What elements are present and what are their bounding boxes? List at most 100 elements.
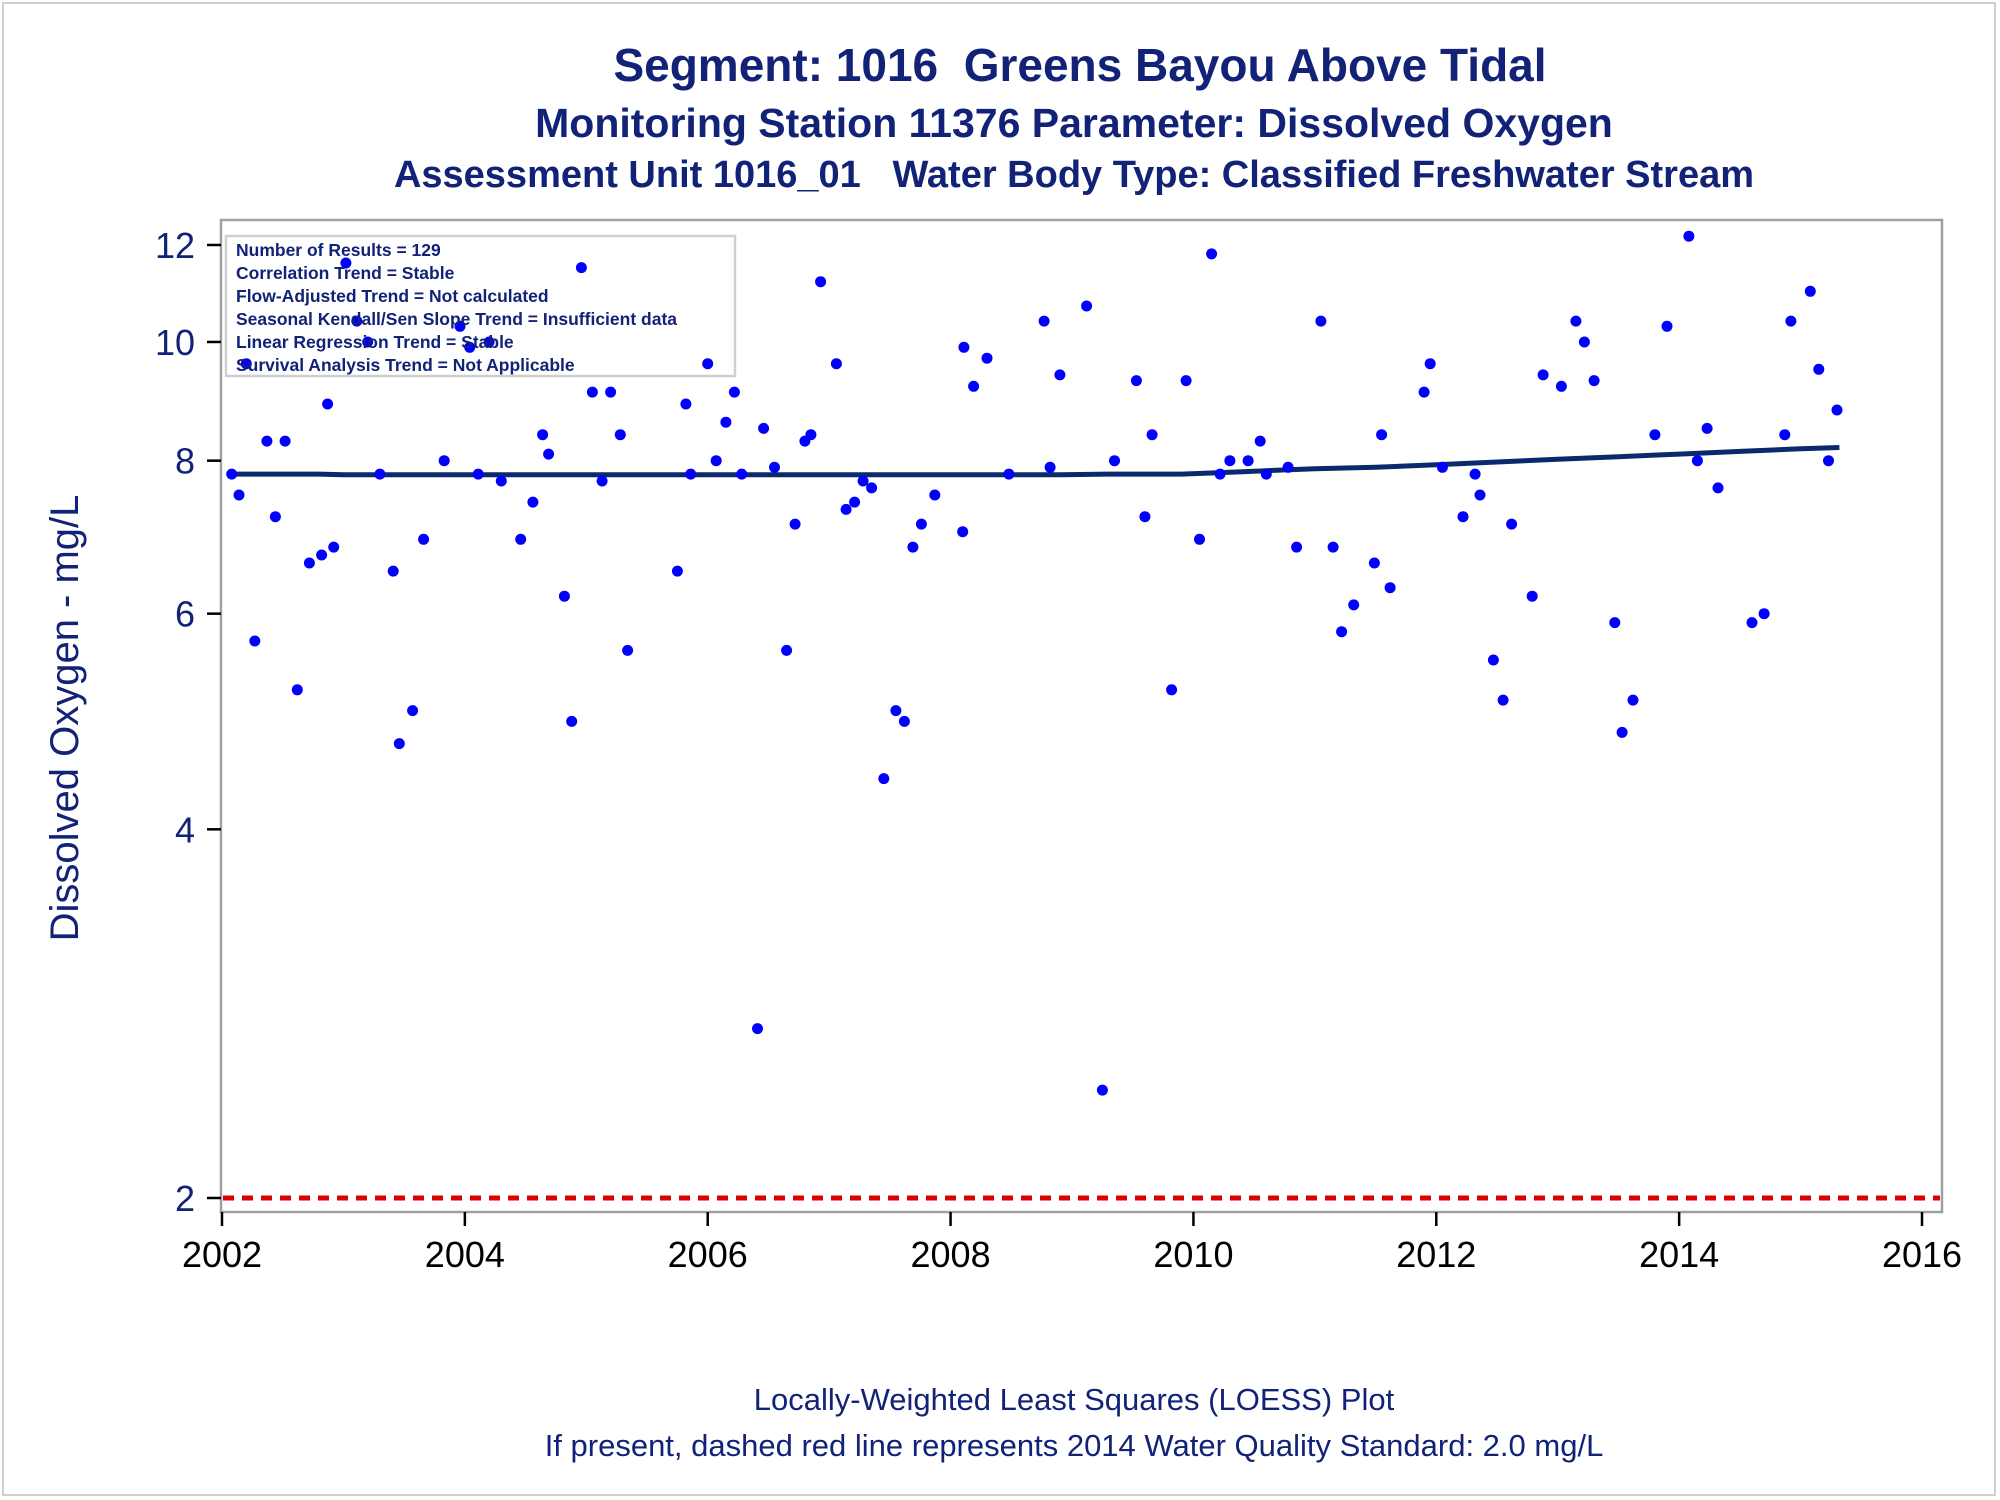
data-point bbox=[1054, 369, 1066, 381]
data-point bbox=[1214, 468, 1226, 480]
data-point bbox=[226, 468, 238, 480]
data-point bbox=[1368, 557, 1380, 569]
data-point bbox=[789, 518, 801, 530]
data-point bbox=[1109, 455, 1120, 467]
data-point bbox=[454, 320, 466, 332]
data-point bbox=[1336, 626, 1348, 638]
data-point bbox=[1526, 590, 1538, 602]
data-point bbox=[1146, 429, 1158, 441]
data-point bbox=[328, 541, 340, 553]
data-point bbox=[362, 336, 374, 348]
data-point bbox=[1348, 599, 1360, 611]
data-point bbox=[438, 455, 450, 467]
data-point bbox=[351, 315, 363, 327]
data-point bbox=[1588, 375, 1600, 387]
data-point bbox=[1497, 694, 1509, 706]
data-point bbox=[1683, 230, 1695, 242]
data-point bbox=[1474, 489, 1486, 501]
data-point bbox=[393, 738, 405, 750]
data-point bbox=[537, 429, 549, 441]
data-point bbox=[418, 533, 430, 545]
data-point bbox=[898, 715, 910, 727]
data-point bbox=[1180, 375, 1192, 387]
data-point bbox=[720, 416, 732, 428]
data-point bbox=[1457, 511, 1469, 523]
data-point bbox=[1224, 455, 1236, 467]
x-tick-label: 2016 bbox=[1882, 1234, 1962, 1275]
data-point bbox=[958, 341, 970, 353]
data-point bbox=[710, 455, 722, 467]
data-point bbox=[472, 468, 484, 480]
data-point bbox=[1044, 461, 1056, 473]
stats-line-correlation: Correlation Trend = Stable bbox=[236, 263, 455, 283]
data-point bbox=[1578, 336, 1590, 348]
data-point bbox=[805, 429, 817, 441]
data-point bbox=[1424, 358, 1436, 370]
data-point bbox=[1649, 429, 1661, 441]
data-point bbox=[1785, 315, 1797, 327]
data-point bbox=[1384, 582, 1396, 594]
data-point bbox=[968, 380, 980, 392]
x-tick-label: 2010 bbox=[1153, 1234, 1233, 1275]
data-point bbox=[1436, 461, 1448, 473]
loess-trend-line bbox=[231, 445, 1840, 478]
data-point bbox=[1130, 375, 1142, 387]
y-axis: 2 4 6 8 10 12 bbox=[155, 225, 221, 1219]
data-point bbox=[1206, 248, 1218, 260]
data-point bbox=[1282, 461, 1294, 473]
data-point bbox=[981, 352, 993, 364]
x-tick-label: 2006 bbox=[668, 1234, 748, 1275]
data-point bbox=[240, 358, 252, 370]
data-point bbox=[1254, 435, 1266, 447]
data-point bbox=[596, 475, 608, 487]
stats-line-seasonal-kendall: Seasonal Kendall/Sen Slope Trend = Insuf… bbox=[236, 309, 677, 329]
y-axis-label: Dissolved Oxygen - mg/L bbox=[43, 495, 87, 942]
data-point bbox=[622, 644, 634, 656]
data-point bbox=[291, 684, 303, 696]
data-point bbox=[1701, 422, 1713, 434]
data-point bbox=[1096, 1084, 1108, 1096]
x-tick-label: 2008 bbox=[911, 1234, 991, 1275]
data-point bbox=[957, 526, 969, 538]
data-point bbox=[527, 496, 539, 508]
data-point bbox=[1194, 533, 1205, 545]
data-point bbox=[671, 565, 683, 577]
data-point bbox=[387, 565, 399, 577]
x-tick-label: 2012 bbox=[1396, 1234, 1476, 1275]
data-point bbox=[566, 715, 578, 727]
data-point bbox=[543, 448, 555, 460]
data-point bbox=[907, 541, 919, 553]
data-point bbox=[1469, 468, 1481, 480]
data-point bbox=[1609, 617, 1621, 629]
data-point bbox=[464, 341, 476, 353]
data-point bbox=[483, 336, 495, 348]
data-point bbox=[1712, 482, 1724, 494]
stats-line-flow-adjusted: Flow-Adjusted Trend = Not calculated bbox=[236, 286, 549, 306]
data-point bbox=[849, 496, 861, 508]
data-point bbox=[495, 475, 507, 487]
data-point bbox=[1327, 541, 1339, 553]
y-tick-label: 4 bbox=[175, 809, 195, 850]
chart-subtitle-station: Monitoring Station 11376 Parameter: Diss… bbox=[535, 100, 1613, 146]
data-point bbox=[1831, 404, 1843, 416]
data-point bbox=[1616, 726, 1628, 738]
x-tick-label: 2014 bbox=[1639, 1234, 1719, 1275]
data-point bbox=[866, 482, 878, 494]
data-point bbox=[769, 461, 780, 473]
stats-line-survival-analysis: Survival Analysis Trend = Not Applicable bbox=[236, 355, 575, 375]
data-point bbox=[1779, 429, 1791, 441]
data-point bbox=[269, 511, 281, 523]
data-point bbox=[515, 533, 527, 545]
y-tick-label: 8 bbox=[175, 441, 195, 482]
data-point bbox=[1038, 315, 1050, 327]
data-point bbox=[890, 705, 902, 717]
data-point bbox=[407, 705, 419, 717]
data-point bbox=[878, 773, 890, 785]
data-point bbox=[1166, 684, 1178, 696]
data-point bbox=[830, 358, 842, 370]
data-point bbox=[1627, 694, 1639, 706]
chart-title: Segment: 1016 Greens Bayou Above Tidal bbox=[613, 39, 1547, 91]
data-point bbox=[702, 358, 714, 370]
